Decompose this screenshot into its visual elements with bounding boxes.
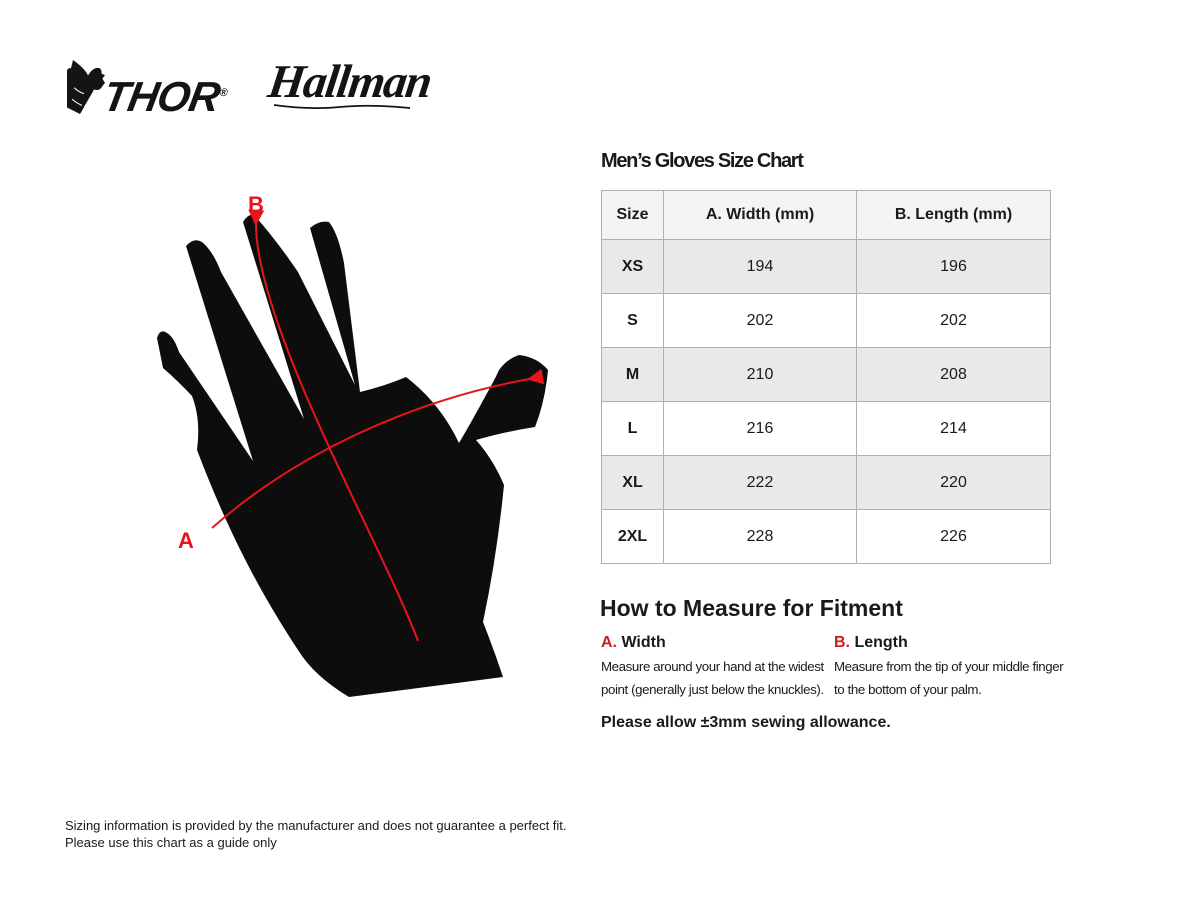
svg-text:A: A (178, 528, 194, 553)
svg-text:B: B (248, 192, 264, 217)
